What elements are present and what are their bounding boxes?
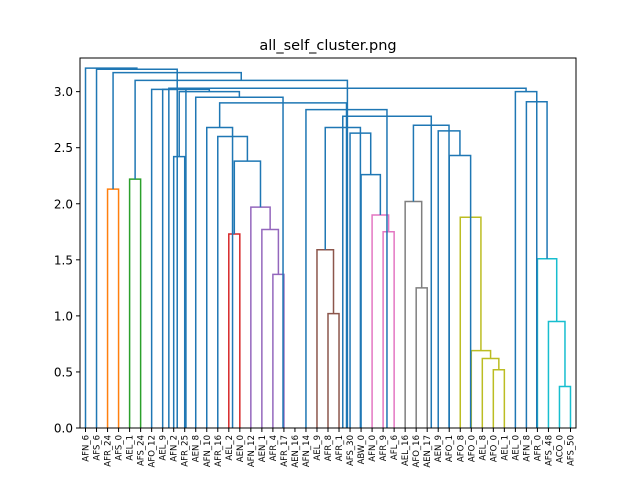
leaf-label: AFS_50 — [566, 435, 576, 466]
leaf-label: AFR_17 — [280, 435, 290, 467]
dendrogram-link — [172, 155, 186, 428]
dendrogram-link — [492, 368, 506, 428]
leaf-label: AFN_0 — [368, 435, 378, 462]
x-axis: AFN_6 AFS_6 AFR_24 AFS_0 AEL_1 AFS_24 AFO_12 AE… — [82, 428, 576, 468]
y-tick-label: 0.5 — [54, 365, 73, 379]
leaf-label: AFR_16 — [214, 435, 224, 467]
leaf-label: AFN_14 — [302, 435, 312, 467]
leaf-label: AEL_2 — [225, 435, 235, 461]
dendrogram-link — [128, 178, 142, 428]
leaf-label: AFO_8 — [456, 435, 466, 462]
leaf-label: AFR_8 — [324, 435, 334, 461]
leaf-label: AEN_1 — [258, 435, 268, 462]
leaf-label: ACO_0 — [555, 435, 565, 463]
leaf-label: AEL_0 — [511, 435, 521, 461]
dendrogram-link — [547, 320, 566, 428]
leaf-label: AEN_0 — [236, 435, 246, 462]
leaf-label: AFO_12 — [148, 435, 158, 467]
dendrogram-link — [178, 90, 241, 157]
leaf-label: AFR_0 — [533, 435, 543, 461]
leaf-label: AFO_0 — [467, 435, 477, 462]
links-layer — [84, 67, 572, 428]
dendrogram-link — [514, 90, 538, 428]
leaf-label: AFR_25 — [181, 435, 191, 467]
leaf-label: AEN_9 — [434, 435, 444, 462]
leaf-label: AFS_30 — [346, 435, 356, 466]
y-tick-label: 2.0 — [54, 197, 73, 211]
leaf-label: AFR_9 — [379, 435, 389, 461]
y-tick-label: 0.0 — [54, 422, 73, 436]
leaf-label: AEL_1 — [126, 435, 136, 461]
y-tick-label: 1.5 — [54, 253, 73, 267]
plot-frame — [79, 57, 577, 429]
leaf-label: AFS_24 — [137, 435, 147, 466]
leaf-label: AEN_17 — [423, 435, 433, 468]
dendrogram-link — [233, 160, 262, 235]
leaf-label: AFO_0 — [489, 435, 499, 462]
dendrogram-link — [371, 214, 390, 428]
y-tick-label: 1.0 — [54, 309, 73, 323]
dendrogram-link — [106, 188, 120, 428]
leaf-label: AEN_8 — [192, 435, 202, 462]
leaf-label: AFL_6 — [390, 435, 400, 460]
leaf-label: AFR_4 — [269, 435, 279, 461]
leaf-label: AEL_8 — [478, 435, 488, 461]
chart-title: all_self_cluster.png — [259, 38, 396, 54]
leaf-label: AFS_0 — [115, 435, 125, 461]
leaf-label: AEL_16 — [401, 435, 411, 466]
leaf-label: AEL_9 — [159, 435, 169, 461]
leaf-label: AFS_48 — [544, 435, 554, 466]
leaf-label: AEL_9 — [313, 435, 323, 461]
dendrogram-link — [382, 231, 395, 428]
dendrogram-link — [481, 357, 500, 428]
leaf-label: AFN_2 — [170, 435, 180, 462]
leaf-label: AFR_24 — [104, 435, 114, 467]
leaf-label: AFN_10 — [203, 435, 213, 467]
y-axis: 0.0 0.5 1.0 1.5 2.0 2.5 3.0 — [54, 85, 80, 436]
leaf-label: AFO_1 — [445, 435, 455, 462]
y-tick-label: 2.5 — [54, 141, 73, 155]
leaf-label: AFS_6 — [93, 435, 103, 461]
leaf-label: AFN_6 — [82, 435, 92, 462]
leaf-label: ABW_0 — [357, 435, 367, 464]
leaf-label: AEN_16 — [291, 435, 301, 468]
leaf-label: AFR_1 — [335, 435, 345, 461]
dendrogram-link — [272, 273, 285, 428]
leaf-label: AFO_16 — [412, 435, 422, 467]
leaf-label: AFN_8 — [522, 435, 532, 462]
leaf-label: AEL_1 — [500, 435, 510, 461]
dendrogram-link — [84, 67, 138, 428]
leaf-label: AFN_12 — [247, 435, 257, 467]
y-tick-label: 3.0 — [54, 85, 73, 99]
